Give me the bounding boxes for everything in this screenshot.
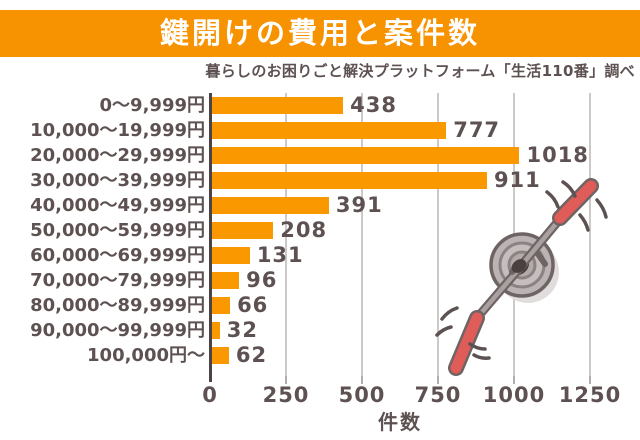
lock-pick-upper-icon [509, 178, 599, 275]
x-axis-tick [513, 376, 515, 384]
category-label: 80,000〜89,999円 [30, 295, 205, 316]
category-label: 70,000〜79,999円 [30, 270, 205, 291]
category-label: 30,000〜39,999円 [30, 170, 205, 191]
bar [212, 297, 230, 314]
value-label: 96 [246, 268, 278, 292]
x-axis-tick [437, 376, 439, 384]
title-banner: 鍵開けの費用と案件数 [0, 10, 640, 57]
category-label: 100,000円〜 [87, 345, 205, 366]
value-label: 777 [453, 118, 501, 142]
y-axis-line [208, 93, 212, 382]
value-label: 62 [235, 343, 268, 367]
category-label: 40,000〜49,999円 [30, 195, 205, 216]
value-label: 438 [350, 93, 397, 117]
source-note: 暮らしのお困りごと解決プラットフォーム「生活110番」調べ [205, 62, 635, 80]
category-label: 50,000〜59,999円 [30, 220, 205, 241]
lock-picking-illustration [435, 178, 608, 376]
bar [212, 322, 220, 339]
x-tick-label: 1250 [558, 383, 622, 407]
gridline [285, 93, 287, 376]
category-label: 60,000〜69,999円 [30, 245, 205, 266]
x-tick-label: 500 [338, 383, 386, 407]
x-axis-tick [589, 376, 591, 384]
value-label: 32 [226, 318, 258, 342]
value-label: 911 [493, 168, 541, 192]
x-tick-label: 250 [262, 383, 310, 407]
bar [212, 97, 343, 114]
motion-lines-icon [435, 180, 608, 360]
lock-pick-lower-icon [448, 258, 529, 376]
x-axis-tick [361, 376, 363, 384]
value-label: 1018 [526, 143, 589, 167]
page-title: 鍵開けの費用と案件数 [159, 16, 480, 50]
bar [212, 147, 519, 164]
bar [212, 122, 446, 139]
bar [212, 197, 329, 214]
x-tick-label: 750 [414, 383, 462, 407]
value-label: 66 [237, 293, 269, 317]
bar [212, 272, 239, 289]
value-label: 131 [256, 243, 304, 267]
value-label: 208 [280, 218, 328, 242]
category-label: 10,000〜19,999円 [30, 120, 205, 141]
category-label: 0〜9,999円 [99, 95, 205, 116]
value-label: 391 [335, 193, 383, 217]
x-axis-tick [285, 376, 287, 384]
category-label: 90,000〜99,999円 [30, 320, 205, 341]
bar [212, 172, 487, 189]
gridline [437, 93, 439, 376]
gridline [589, 93, 591, 376]
x-tick-label: 0 [202, 383, 218, 407]
bar [212, 247, 250, 264]
category-label: 20,000〜29,999円 [30, 145, 205, 166]
bar [212, 222, 273, 239]
gridline [361, 93, 363, 376]
bar [212, 347, 229, 364]
x-tick-label: 1000 [482, 383, 546, 407]
x-axis-title: 件数 [378, 410, 422, 434]
